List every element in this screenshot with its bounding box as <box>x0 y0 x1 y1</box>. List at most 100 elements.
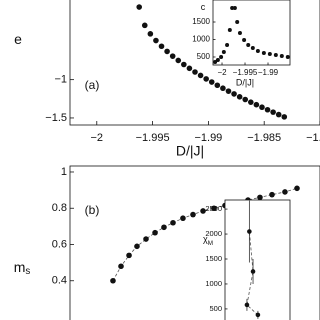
y-axis-label-sub: M <box>208 240 213 247</box>
panel: 500 1000 1500 −2 −1.995 −1.99 D/|J| c <box>192 0 291 87</box>
data-point <box>232 6 237 11</box>
data-point <box>294 185 300 192</box>
x-axis-label: D/|J| <box>236 77 254 87</box>
data-point <box>250 45 255 50</box>
data-point <box>180 215 186 222</box>
data-point <box>230 6 235 11</box>
y-tick-label: 500 <box>197 52 211 61</box>
y-axis-label-main: c <box>201 2 206 12</box>
x-tick-label: −1.98 <box>306 132 320 144</box>
data-point <box>215 57 220 62</box>
x-tick-label: −1.99 <box>258 68 279 77</box>
data-point <box>248 99 254 105</box>
data-point <box>237 30 242 35</box>
y-tick-label: 1000 <box>205 279 222 288</box>
y-tick-label: 0.8 <box>52 202 67 214</box>
data-point <box>246 42 251 47</box>
panel: −1.5−1−2−1.995−1.99−1.985−1.98D/|J|e(a) <box>14 0 320 159</box>
data-point <box>242 37 247 42</box>
data-point <box>261 51 266 56</box>
panel-label: (a) <box>85 78 100 92</box>
data-point <box>255 49 260 54</box>
data-point <box>247 229 252 234</box>
y-tick-label: 1000 <box>192 35 210 44</box>
data-point <box>141 22 148 29</box>
data-point <box>259 104 265 111</box>
data-point <box>164 48 170 55</box>
plot-frame <box>69 165 320 320</box>
data-point <box>253 101 260 108</box>
data-point <box>264 106 271 113</box>
panel: 500 1000 1500 2000 2500 χM <box>203 199 291 320</box>
data-point <box>197 72 204 79</box>
data-point <box>269 191 275 198</box>
data-point <box>181 61 187 68</box>
y-axis-label: e <box>14 31 22 47</box>
data-point <box>225 42 230 47</box>
data-point <box>235 20 240 25</box>
x-tick-label: −1.995 <box>136 132 170 144</box>
plot-frame <box>212 0 291 66</box>
y-axis-label: χM <box>203 234 213 246</box>
data-point <box>143 236 149 242</box>
data-point <box>285 54 290 59</box>
y-tick-label: 0.6 <box>52 238 67 250</box>
data-point <box>236 94 243 100</box>
y-axis-label-main: χ <box>203 234 208 244</box>
data-point <box>153 37 159 44</box>
data-point <box>257 194 263 201</box>
data-point <box>192 69 198 75</box>
data-point <box>110 277 116 284</box>
y-axis-label-sub: s <box>25 266 30 277</box>
data-point <box>221 49 226 54</box>
data-point <box>175 57 182 64</box>
data-point <box>170 219 176 226</box>
data-point <box>169 53 176 59</box>
y-axis-label-main: m <box>14 259 26 275</box>
y-tick-label: −1 <box>54 74 67 86</box>
data-point <box>213 59 218 64</box>
y-axis-label: ms <box>14 259 31 277</box>
x-tick-label: −1.99 <box>194 132 222 144</box>
data-point <box>281 114 288 120</box>
data-point <box>267 51 272 56</box>
data-point <box>220 85 226 92</box>
data-point <box>255 312 261 318</box>
y-tick-label: −1.5 <box>45 112 67 124</box>
data-point <box>242 96 249 103</box>
data-point <box>214 82 221 89</box>
y-tick-label: 1 <box>61 166 67 178</box>
data-point <box>118 263 124 270</box>
y-tick-label: 2000 <box>205 229 222 238</box>
data-point <box>208 79 215 85</box>
y-axis-label-main: e <box>14 31 22 47</box>
y-tick-label: 2500 <box>205 204 222 213</box>
data-point <box>225 88 232 94</box>
data-point <box>158 43 165 50</box>
x-tick-label: −1.995 <box>233 68 258 77</box>
y-tick-label: 0.4 <box>52 275 67 287</box>
data-point <box>126 252 132 259</box>
data-point <box>211 205 217 212</box>
x-tick-label: −2 <box>217 68 227 77</box>
x-axis-label: D/|J| <box>176 143 204 159</box>
panel: 0.4 0.6 0.8 1 ms (b) <box>14 165 320 320</box>
data-point <box>186 65 193 72</box>
data-point <box>161 224 167 231</box>
data-point <box>147 31 154 37</box>
data-point <box>231 91 237 97</box>
data-point <box>136 4 142 10</box>
data-point <box>190 211 196 218</box>
data-point <box>227 27 232 32</box>
data-point <box>275 111 282 118</box>
data-point <box>244 302 250 308</box>
data-point <box>282 189 288 195</box>
data-point <box>203 76 209 82</box>
x-tick-label: −1.985 <box>247 132 281 144</box>
y-axis-label: c <box>201 2 206 12</box>
panel-label: (b) <box>85 203 100 217</box>
data-point <box>270 109 276 115</box>
data-point <box>152 229 158 236</box>
y-tick-label: 1500 <box>205 254 222 263</box>
